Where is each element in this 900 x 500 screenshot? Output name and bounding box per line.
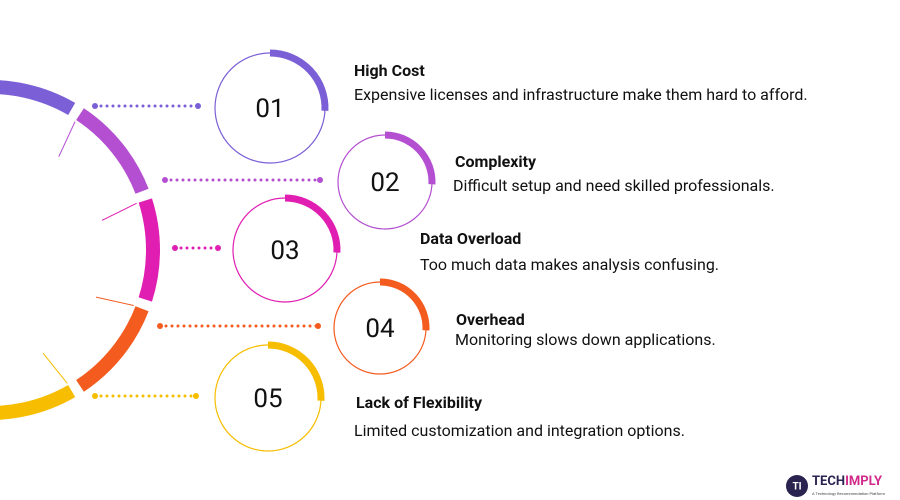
item-title: Overhead — [456, 310, 525, 329]
item-description: Limited customization and integration op… — [354, 421, 685, 440]
arc-segment — [0, 384, 76, 420]
logo-tagline: A Technology Recommendation Platform — [812, 491, 886, 496]
item-title: Lack of Flexibility — [356, 393, 483, 412]
item-description: Difficult setup and need skilled profess… — [453, 176, 775, 195]
number-ring-accent — [269, 49, 329, 111]
connector-dot — [315, 323, 321, 329]
arc-segment — [76, 306, 149, 392]
item-title: Data Overload — [420, 229, 521, 248]
logo-icon — [786, 475, 808, 497]
item-number: 04 — [365, 314, 395, 344]
item-description: Monitoring slows down applications. — [455, 330, 716, 349]
number-ring-accent — [384, 131, 436, 185]
item-number: 03 — [270, 236, 299, 266]
item-description: Expensive licenses and infrastructure ma… — [354, 85, 808, 104]
logo-icon-text: TI — [792, 482, 801, 493]
arc-connector — [95, 296, 134, 306]
connector-dot — [92, 103, 98, 109]
connector-dot — [215, 245, 221, 251]
connector-dot — [157, 323, 163, 329]
arc-segment — [76, 108, 149, 194]
connector-dot — [193, 393, 199, 399]
item-description: Too much data makes analysis confusing. — [420, 255, 719, 274]
arc-segment — [138, 198, 160, 302]
arc-connector — [58, 121, 76, 157]
connector-dot — [172, 245, 178, 251]
number-ring-accent — [267, 341, 325, 401]
item-number: 02 — [370, 168, 399, 198]
connector-dot — [195, 103, 201, 109]
item-number: 01 — [255, 94, 284, 124]
arc-connector — [101, 202, 137, 221]
logo-brand-b: IMPLY — [845, 474, 883, 489]
item-number: 05 — [253, 384, 282, 414]
item-title: Complexity — [455, 152, 537, 171]
connector-dot — [317, 177, 323, 183]
number-ring-accent — [284, 194, 341, 253]
number-ring-accent — [379, 278, 430, 331]
arc-segment — [0, 80, 76, 116]
logo-brand-a: TECH — [812, 474, 845, 489]
item-title: High Cost — [354, 61, 425, 80]
connector-dot — [92, 393, 98, 399]
connector-dot — [162, 177, 168, 183]
logo: TI TECHIMPLY A Technology Recommendation… — [786, 474, 886, 497]
arc-connector — [42, 352, 68, 384]
logo-brand: TECHIMPLY — [812, 474, 883, 489]
